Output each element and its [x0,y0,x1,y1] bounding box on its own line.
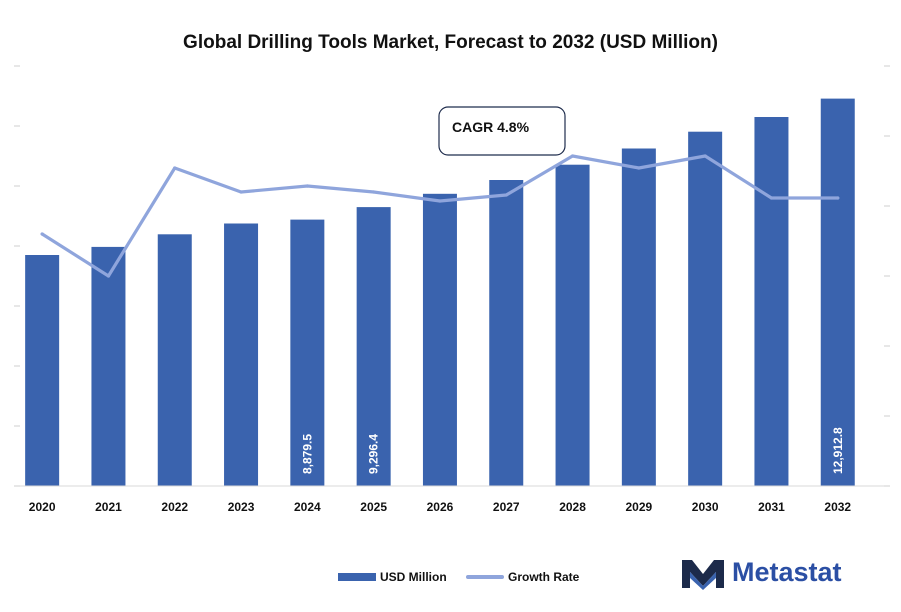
growth-point-2020 [40,232,44,236]
bar-2031 [754,117,789,486]
x-tick-label-2023: 2023 [228,500,255,514]
growth-point-2028 [570,154,575,158]
legend-label-bar: USD Million [380,570,447,584]
growth-point-2021 [106,274,111,278]
x-tick-label-2020: 2020 [29,500,56,514]
bar-2027 [489,180,524,486]
brand-logo: Metastat [680,552,890,592]
bar-series [25,98,855,487]
x-tick-label-2027: 2027 [493,500,520,514]
data-label-2024: 8,879.5 [300,434,314,474]
legend-line-swatch [466,575,504,579]
growth-point-2030 [703,154,707,158]
growth-point-2023 [239,190,243,194]
x-tick-label-2030: 2030 [692,500,719,514]
x-axis-labels: 2020 2021 2022 2023 2024 2025 2026 2027 2028 2029… [29,500,852,514]
bar-2026 [422,193,457,487]
bar-2020 [25,255,60,486]
x-tick-label-2028: 2028 [559,500,586,514]
legend-item-growth-rate: Growth Rate [466,570,579,584]
x-tick-label-2022: 2022 [161,500,188,514]
left-axis-ticks [14,65,20,487]
brand-name: Metastat [732,556,842,587]
x-tick-label-2029: 2029 [625,500,652,514]
growth-point-2027 [504,193,508,197]
growth-point-2032 [836,196,840,200]
bar-2028 [555,164,590,486]
legend-bar-swatch [338,573,376,581]
bar-2023 [224,223,259,486]
bar-data-labels: 8,879.5 9,296.4 12,912.8 [300,427,844,474]
x-tick-label-2032: 2032 [824,500,851,514]
x-tick-label-2025: 2025 [360,500,387,514]
growth-point-2026 [438,199,442,203]
growth-point-2024 [305,184,309,188]
bar-2032 [820,98,855,486]
bar-2025 [356,207,391,486]
right-axis-ticks [884,65,890,487]
bar-2021 [91,246,126,486]
x-tick-label-2026: 2026 [427,500,454,514]
bar-2029 [621,148,656,486]
growth-point-2022 [173,166,177,170]
growth-point-2029 [637,166,641,170]
bar-line-chart: 8,879.5 9,296.4 12,912.8 2020 2021 2022 2023 2… [14,65,890,514]
x-tick-label-2024: 2024 [294,500,321,514]
bar-2030 [688,131,723,486]
chart-title: Global Drilling Tools Market, Forecast t… [183,32,718,53]
metastat-logo-icon [682,560,724,590]
data-label-2032: 12,912.8 [831,427,845,474]
bar-2022 [157,234,192,486]
x-tick-label-2031: 2031 [758,500,785,514]
data-label-2025: 9,296.4 [367,434,381,474]
bar-2024 [290,219,325,487]
legend: USD Million Growth Rate [0,570,901,590]
x-tick-label-2021: 2021 [95,500,122,514]
cagr-label: CAGR 4.8% [452,119,530,135]
growth-point-2031 [769,196,774,200]
growth-point-2025 [372,190,376,194]
cagr-callout: CAGR 4.8% [438,106,566,156]
growth-line-series [40,154,840,278]
legend-label-line: Growth Rate [508,570,580,584]
legend-item-usd-million: USD Million [338,570,447,584]
